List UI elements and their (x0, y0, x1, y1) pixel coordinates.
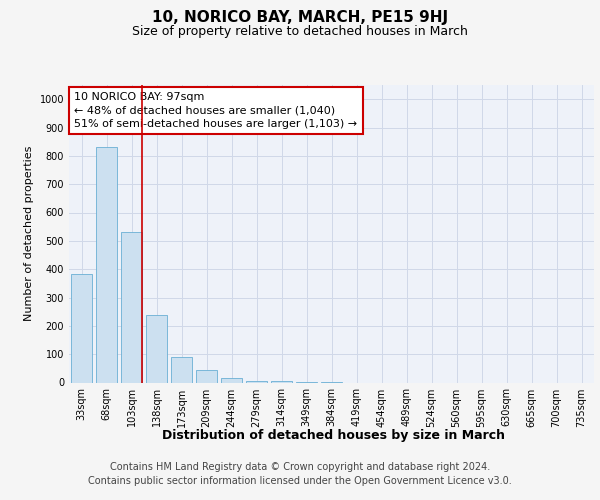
Bar (196, 370, 217, 382)
Y-axis label: Number of detached properties: Number of detached properties (24, 146, 34, 322)
Bar (221, 378, 242, 382)
Text: Size of property relative to detached houses in March: Size of property relative to detached ho… (132, 24, 468, 38)
Text: 10, NORICO BAY, MARCH, PE15 9HJ: 10, NORICO BAY, MARCH, PE15 9HJ (152, 10, 448, 25)
Bar (121, 232, 142, 382)
Bar (146, 314, 167, 382)
Bar (96, 148, 117, 382)
Text: Contains HM Land Registry data © Crown copyright and database right 2024.: Contains HM Land Registry data © Crown c… (110, 462, 490, 472)
Text: Distribution of detached houses by size in March: Distribution of detached houses by size … (161, 428, 505, 442)
Bar (246, 380, 267, 382)
Text: 10 NORICO BAY: 97sqm
← 48% of detached houses are smaller (1,040)
51% of semi-de: 10 NORICO BAY: 97sqm ← 48% of detached h… (74, 92, 358, 129)
Text: Contains public sector information licensed under the Open Government Licence v3: Contains public sector information licen… (88, 476, 512, 486)
Bar (171, 357, 192, 382)
Bar (71, 274, 92, 382)
